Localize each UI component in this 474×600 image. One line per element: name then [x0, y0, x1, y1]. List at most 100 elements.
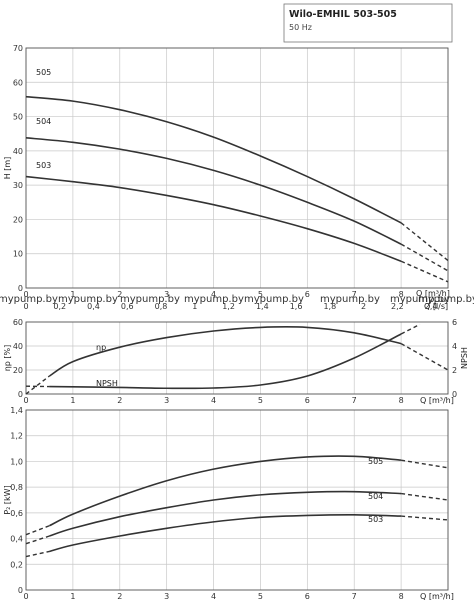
flow-ls-tick: 0,4	[87, 302, 100, 311]
flow-ls-label: Q [l/s]	[424, 302, 448, 311]
efficiency-frame	[25, 321, 449, 395]
efficiency-x-tick: 5	[258, 396, 263, 405]
head-x-label: Q [m³/h]	[416, 289, 450, 298]
head-x-tick: 8	[399, 290, 404, 299]
efficiency-y2-tick: 0	[452, 390, 457, 399]
flow-ls-tick: 2,4	[425, 302, 438, 311]
head-curve-label-503: 503	[36, 161, 51, 170]
efficiency-x-tick: 3	[164, 396, 169, 405]
efficiency-y-tick: 40	[13, 342, 23, 351]
watermark-text: mypump.by	[320, 294, 380, 305]
power-curve-label-504: 504	[368, 492, 383, 501]
head-x-tick: 4	[211, 290, 216, 299]
watermark-text: mypump.by	[58, 294, 118, 305]
efficiency-x-tick: 2	[117, 396, 122, 405]
head-y-label: H [m]	[3, 157, 12, 180]
head-panel: 0 10 20 30 40 50 60 70 0 1 2 3 4 5 6 7 8 Q [m³/h] H [m] 0 0,…	[3, 44, 450, 311]
head-x-tick: 0	[23, 290, 28, 299]
power-x-tick: 3	[164, 592, 169, 600]
efficiency-y-tick: 0	[18, 390, 23, 399]
watermark-text: mypump.by	[390, 294, 450, 305]
efficiency-x-tick: 1	[70, 396, 75, 405]
head-y-tick: 30	[13, 181, 23, 190]
head-curve-504-extension	[400, 243, 449, 272]
efficiency-y-label: ηp [%]	[3, 345, 12, 372]
head-curve-504	[25, 137, 402, 245]
watermark-text: mypump.by	[0, 294, 58, 305]
head-curve-505	[25, 95, 402, 224]
power-curve-503-extension	[401, 515, 449, 521]
head-x-tick: 6	[305, 290, 310, 299]
power-curve-label-505: 505	[368, 457, 383, 466]
power-y-tick: 0,2	[10, 560, 23, 569]
efficiency-x-tick: 4	[211, 396, 216, 405]
flow-ls-tick: 1,6	[290, 302, 303, 311]
flow-ls-tick: 0,8	[155, 302, 168, 311]
power-y-tick: 0,4	[10, 535, 23, 544]
efficiency-x-tick: 0	[23, 396, 28, 405]
efficiency-x-tick: 8	[399, 396, 404, 405]
head-curve-503	[25, 175, 402, 263]
power-y-tick: 0,6	[10, 509, 23, 518]
title-box	[283, 3, 453, 43]
head-y-tick: 10	[13, 250, 23, 259]
watermark-text: mypump.by	[244, 294, 304, 305]
efficiency-y2-tick: 2	[452, 366, 457, 375]
flow-ls-tick: 1,2	[222, 302, 235, 311]
efficiency-x-label: Q [m³/h]	[420, 396, 454, 405]
watermark-text: mypump.by	[184, 294, 244, 305]
head-curve-label-505: 505	[36, 68, 51, 77]
watermark-row: mypump.by mypump.by mypump.by mypump.by mypu…	[0, 294, 474, 305]
efficiency-y2-tick: 6	[452, 318, 457, 327]
flow-ls-tick: 0	[23, 302, 28, 311]
power-curve-504-extension	[401, 492, 449, 501]
chart-header: Wilo-EMHIL 503-505 50 Hz	[283, 3, 453, 43]
head-y-tick: 70	[13, 44, 23, 53]
power-x-tick: 7	[352, 592, 357, 600]
chart-title: Wilo-EMHIL 503-505	[289, 9, 397, 20]
efficiency-y2-tick: 4	[452, 342, 457, 351]
power-x-tick: 2	[117, 592, 122, 600]
efficiency-curve-eta-start	[25, 375, 50, 395]
efficiency-curve-eta	[49, 326, 402, 377]
power-y-tick: 1,2	[10, 432, 23, 441]
power-x-tick: 1	[70, 592, 75, 600]
head-curve-503-extension	[400, 260, 449, 283]
flow-ls-tick: 1,4	[256, 302, 269, 311]
power-panel: 0 0,2 0,4 0,6 0,8 1,0 1,2 1,4 0 1 2 3 4 5 6 7 8 Q [m³/h] P…	[3, 406, 454, 600]
head-x-tick: 3	[164, 290, 169, 299]
power-y-tick: 1,0	[10, 457, 23, 466]
head-y-tick: 60	[13, 78, 23, 87]
power-frame	[25, 409, 449, 591]
efficiency-y-tick: 60	[13, 318, 23, 327]
flow-ls-tick: 2	[361, 302, 366, 311]
power-x-tick: 5	[258, 592, 263, 600]
head-y-tick: 50	[13, 113, 23, 122]
efficiency-panel: 0 20 40 60 0 1 2 3 4 5 6 7 8 Q [m³/h] ηp [%] 0 2 4 6 NPSH ηp…	[3, 318, 469, 405]
head-y-tick: 20	[13, 215, 23, 224]
efficiency-x-tick: 7	[352, 396, 357, 405]
flow-ls-tick: 0,6	[121, 302, 134, 311]
head-x-tick: 1	[70, 290, 75, 299]
power-y-tick: 0,8	[10, 483, 23, 492]
power-curve-label-503: 503	[368, 515, 383, 524]
power-x-tick: 6	[305, 592, 310, 600]
power-x-tick: 0	[23, 592, 28, 600]
power-curve-504	[49, 490, 402, 537]
efficiency-curve-eta-extension	[400, 342, 449, 371]
power-y-label: P₂ [kW]	[3, 485, 12, 514]
efficiency-curve-label-eta: ηp	[96, 343, 106, 352]
power-y-tick: 1,4	[10, 406, 23, 415]
watermark-text: mypump.by	[418, 294, 474, 305]
head-frame	[25, 47, 449, 289]
head-y-tick: 40	[13, 147, 23, 156]
efficiency-y-tick: 20	[13, 366, 23, 375]
efficiency-x-tick: 6	[305, 396, 310, 405]
head-x-tick: 5	[258, 290, 263, 299]
power-curve-503	[49, 513, 402, 553]
flow-ls-tick: 1	[192, 302, 197, 311]
head-curve-label-504: 504	[36, 117, 51, 126]
head-x-tick: 2	[117, 290, 122, 299]
